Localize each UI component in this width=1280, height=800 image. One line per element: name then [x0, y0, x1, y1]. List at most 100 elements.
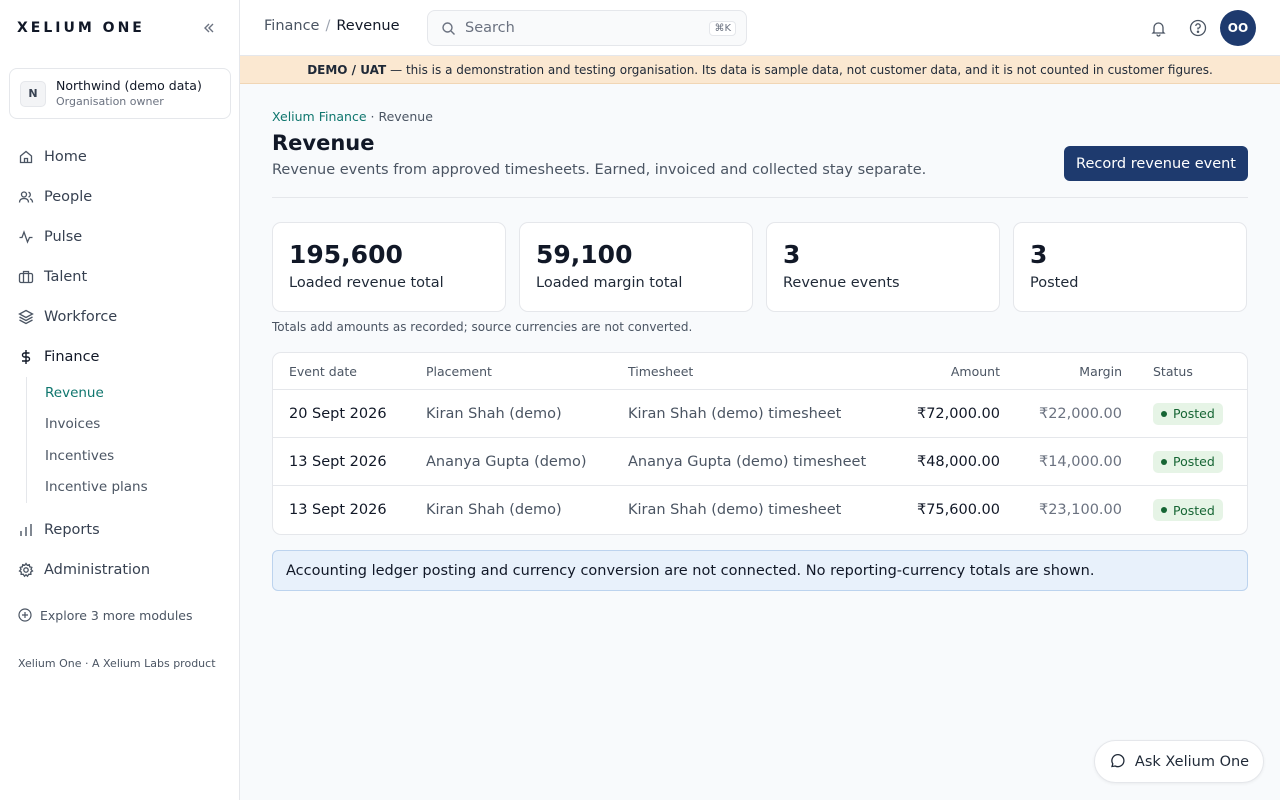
page-title: Revenue	[272, 131, 375, 155]
plus-circle-icon	[17, 607, 33, 623]
explore-modules-link[interactable]: Explore 3 more modules	[17, 607, 193, 623]
header-divider	[272, 197, 1248, 198]
page-breadcrumb-link[interactable]: Xelium Finance	[272, 109, 367, 124]
stat-label: Loaded margin total	[536, 275, 683, 291]
sidebar-item-finance[interactable]: Finance	[0, 337, 239, 377]
demo-banner-text: — this is a demonstration and testing or…	[390, 62, 1213, 77]
cell-margin: ₹14,000.00	[1038, 453, 1122, 470]
page-breadcrumb-current: Revenue	[378, 109, 433, 124]
demo-banner: DEMO / UAT — this is a demonstration and…	[240, 56, 1280, 84]
status-badge: Posted	[1153, 402, 1223, 425]
help-icon[interactable]	[1186, 16, 1210, 40]
info-notice: Accounting ledger posting and currency c…	[272, 550, 1248, 591]
cell-amount: ₹72,000.00	[916, 405, 1000, 422]
status-badge: Posted	[1153, 499, 1223, 521]
stat-card-revenue-events: 3 Revenue events	[766, 222, 1000, 312]
sidebar-item-label: Home	[44, 149, 87, 165]
cell-event-date: 13 Sept 2026	[289, 453, 387, 470]
search-input[interactable]: Search ⌘K	[427, 10, 747, 46]
breadcrumb-current: Revenue	[336, 18, 400, 34]
user-avatar[interactable]: OO	[1220, 10, 1256, 46]
stats-row: 195,600 Loaded revenue total 59,100 Load…	[272, 222, 1248, 312]
sidebar-item-pulse[interactable]: Pulse	[0, 217, 239, 257]
column-header-timesheet[interactable]: Timesheet	[628, 363, 694, 379]
sidebar-item-label: Pulse	[44, 229, 83, 245]
stat-card-posted: 3 Posted	[1013, 222, 1247, 312]
status-dot-icon	[1161, 410, 1167, 417]
sidebar-item-home[interactable]: Home	[0, 137, 239, 177]
sidebar-subitem-incentives[interactable]: Incentives	[45, 447, 115, 464]
table-row[interactable]: 13 Sept 2026 Kiran Shah (demo) Kiran Sha…	[273, 486, 1247, 534]
page-subtitle: Revenue events from approved timesheets.…	[272, 162, 927, 178]
demo-banner-tag: DEMO / UAT	[307, 62, 387, 77]
breadcrumb-separator: /	[325, 18, 331, 34]
page-breadcrumb-separator: ·	[366, 109, 379, 124]
status-badge: Posted	[1153, 450, 1223, 473]
cell-event-date: 13 Sept 2026	[289, 502, 387, 518]
sidebar-item-workforce[interactable]: Workforce	[0, 297, 239, 337]
sidebar-item-label: People	[44, 189, 93, 205]
sidebar-item-label: Talent	[44, 269, 88, 285]
sidebar-item-label: Administration	[44, 562, 151, 578]
briefcase-icon	[17, 268, 35, 286]
stat-card-revenue-total: 195,600 Loaded revenue total	[272, 222, 506, 312]
finance-subnav: Revenue Invoices Incentives Incentive pl…	[26, 377, 239, 503]
sidebar-item-label: Finance	[44, 349, 100, 365]
stat-label: Posted	[1030, 275, 1079, 291]
org-switcher[interactable]: N Northwind (demo data) Organisation own…	[9, 68, 231, 119]
revenue-table: Event date Placement Timesheet Amount Ma…	[272, 352, 1248, 535]
sidebar-item-people[interactable]: People	[0, 177, 239, 217]
sidebar-item-administration[interactable]: Administration	[0, 550, 239, 590]
cell-status: Posted	[1122, 402, 1247, 425]
cell-amount: ₹48,000.00	[916, 453, 1000, 470]
dollar-icon	[17, 348, 35, 366]
cell-status: Posted	[1122, 450, 1247, 473]
status-dot-icon	[1161, 507, 1167, 513]
search-shortcut-hint: ⌘K	[709, 20, 736, 36]
ask-assistant-label: Ask Xelium One	[1134, 753, 1250, 770]
stat-value: 3	[783, 240, 801, 269]
org-role: Organisation owner	[56, 95, 164, 108]
column-header-event-date[interactable]: Event date	[289, 363, 357, 379]
org-name: Northwind (demo data)	[56, 78, 202, 93]
bell-icon[interactable]	[1146, 16, 1170, 40]
status-badge-label: Posted	[1173, 454, 1215, 469]
table-row[interactable]: 13 Sept 2026 Ananya Gupta (demo) Ananya …	[273, 438, 1247, 486]
page-breadcrumb: Xelium Finance · Revenue	[272, 109, 433, 124]
status-badge-label: Posted	[1173, 502, 1215, 518]
status-badge-label: Posted	[1173, 406, 1215, 421]
topbar: Finance / Revenue Search ⌘K OO	[240, 0, 1280, 56]
totals-note: Totals add amounts as recorded; source c…	[272, 320, 693, 334]
cell-placement: Ananya Gupta (demo)	[426, 453, 587, 470]
table-header: Event date Placement Timesheet Amount Ma…	[273, 353, 1247, 390]
sidebar-item-label: Workforce	[44, 309, 118, 325]
sidebar-footer: Xelium One · A Xelium Labs product	[18, 657, 216, 670]
stat-value: 195,600	[289, 240, 403, 269]
gear-icon	[17, 561, 35, 579]
sidebar-subitem-invoices[interactable]: Invoices	[45, 416, 101, 433]
column-header-amount[interactable]: Amount	[950, 363, 1000, 379]
search-placeholder: Search	[465, 20, 515, 36]
sidebar-item-talent[interactable]: Talent	[0, 257, 239, 297]
stat-value: 59,100	[536, 240, 633, 269]
ask-assistant-button[interactable]: Ask Xelium One	[1094, 740, 1264, 783]
cell-timesheet: Kiran Shah (demo) timesheet	[628, 502, 842, 518]
home-icon	[17, 148, 35, 166]
record-revenue-event-button[interactable]: Record revenue event	[1064, 146, 1248, 181]
cell-timesheet: Ananya Gupta (demo) timesheet	[628, 453, 867, 470]
status-dot-icon	[1161, 458, 1167, 465]
column-header-placement[interactable]: Placement	[426, 363, 492, 379]
search-icon	[441, 20, 457, 36]
org-avatar: N	[20, 80, 46, 107]
stat-value: 3	[1030, 240, 1048, 269]
breadcrumb-parent[interactable]: Finance	[264, 18, 320, 34]
column-header-margin[interactable]: Margin	[1079, 363, 1122, 379]
chat-bubble-icon	[1109, 753, 1127, 771]
sidebar-subitem-incentive-plans[interactable]: Incentive plans	[45, 479, 148, 496]
collapse-sidebar-icon[interactable]	[197, 16, 221, 40]
sidebar-subitem-revenue[interactable]: Revenue	[45, 384, 104, 401]
column-header-status[interactable]: Status	[1153, 363, 1193, 379]
cell-margin: ₹23,100.00	[1038, 502, 1122, 518]
sidebar-item-reports[interactable]: Reports	[0, 510, 239, 550]
table-row[interactable]: 20 Sept 2026 Kiran Shah (demo) Kiran Sha…	[273, 390, 1247, 438]
